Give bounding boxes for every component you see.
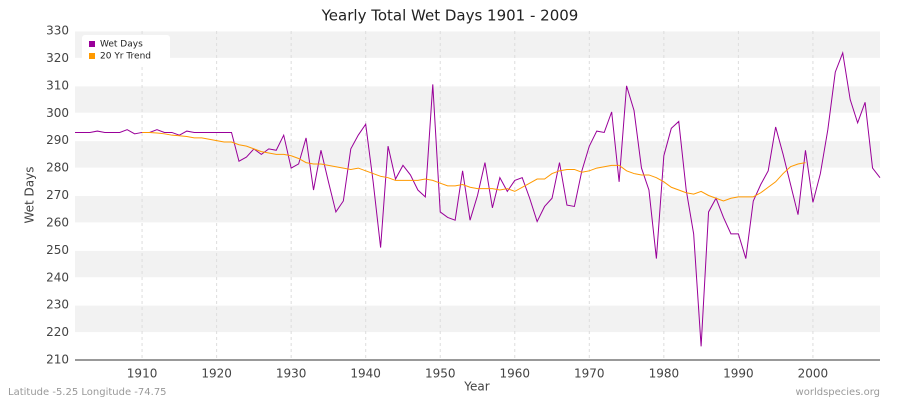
y-tick-label: 330 xyxy=(46,24,69,38)
legend-swatch xyxy=(89,41,95,47)
grid-band xyxy=(75,140,880,169)
x-tick-label: 1960 xyxy=(499,367,530,381)
y-tick-label: 280 xyxy=(46,161,69,175)
y-tick-label: 220 xyxy=(46,325,69,339)
y-tick-label: 260 xyxy=(46,215,69,229)
series-line xyxy=(142,131,806,202)
x-tick-label: 1920 xyxy=(201,367,232,381)
x-tick-label: 1990 xyxy=(723,367,754,381)
y-tick-label: 320 xyxy=(46,51,69,65)
legend-label: Wet Days xyxy=(100,40,143,50)
x-tick-label: 1980 xyxy=(649,367,680,381)
footer-left: Latitude -5.25 Longitude -74.75 xyxy=(8,387,167,398)
grid-band xyxy=(75,305,880,333)
y-tick-label: 230 xyxy=(46,298,69,312)
series-line xyxy=(75,51,881,347)
legend-box xyxy=(82,35,170,65)
y-axis-label: Wet Days xyxy=(23,166,37,223)
legend-label: 20 Yr Trend xyxy=(100,52,151,62)
grid-band xyxy=(75,195,880,223)
x-tick-label: 1930 xyxy=(276,367,307,381)
x-tick-label: 1910 xyxy=(127,367,158,381)
legend-swatch xyxy=(89,53,95,59)
y-tick-label: 210 xyxy=(46,353,69,367)
y-tick-label: 300 xyxy=(46,106,69,120)
y-tick-label: 240 xyxy=(46,270,69,284)
grid-band xyxy=(75,31,880,59)
x-tick-label: 2000 xyxy=(798,367,829,381)
y-tick-label: 310 xyxy=(46,78,69,92)
chart-title: Yearly Total Wet Days 1901 - 2009 xyxy=(321,7,579,25)
footer-right: worldspecies.org xyxy=(796,387,880,398)
x-tick-label: 1970 xyxy=(574,367,605,381)
y-tick-label: 270 xyxy=(46,188,69,202)
y-tick-label: 250 xyxy=(46,243,69,257)
grid-band xyxy=(75,250,880,278)
grid-band xyxy=(75,85,880,114)
x-tick-label: 1940 xyxy=(350,367,381,381)
y-tick-label: 290 xyxy=(46,133,69,147)
x-axis-label: Year xyxy=(463,380,489,394)
x-tick-label: 1950 xyxy=(425,367,456,381)
